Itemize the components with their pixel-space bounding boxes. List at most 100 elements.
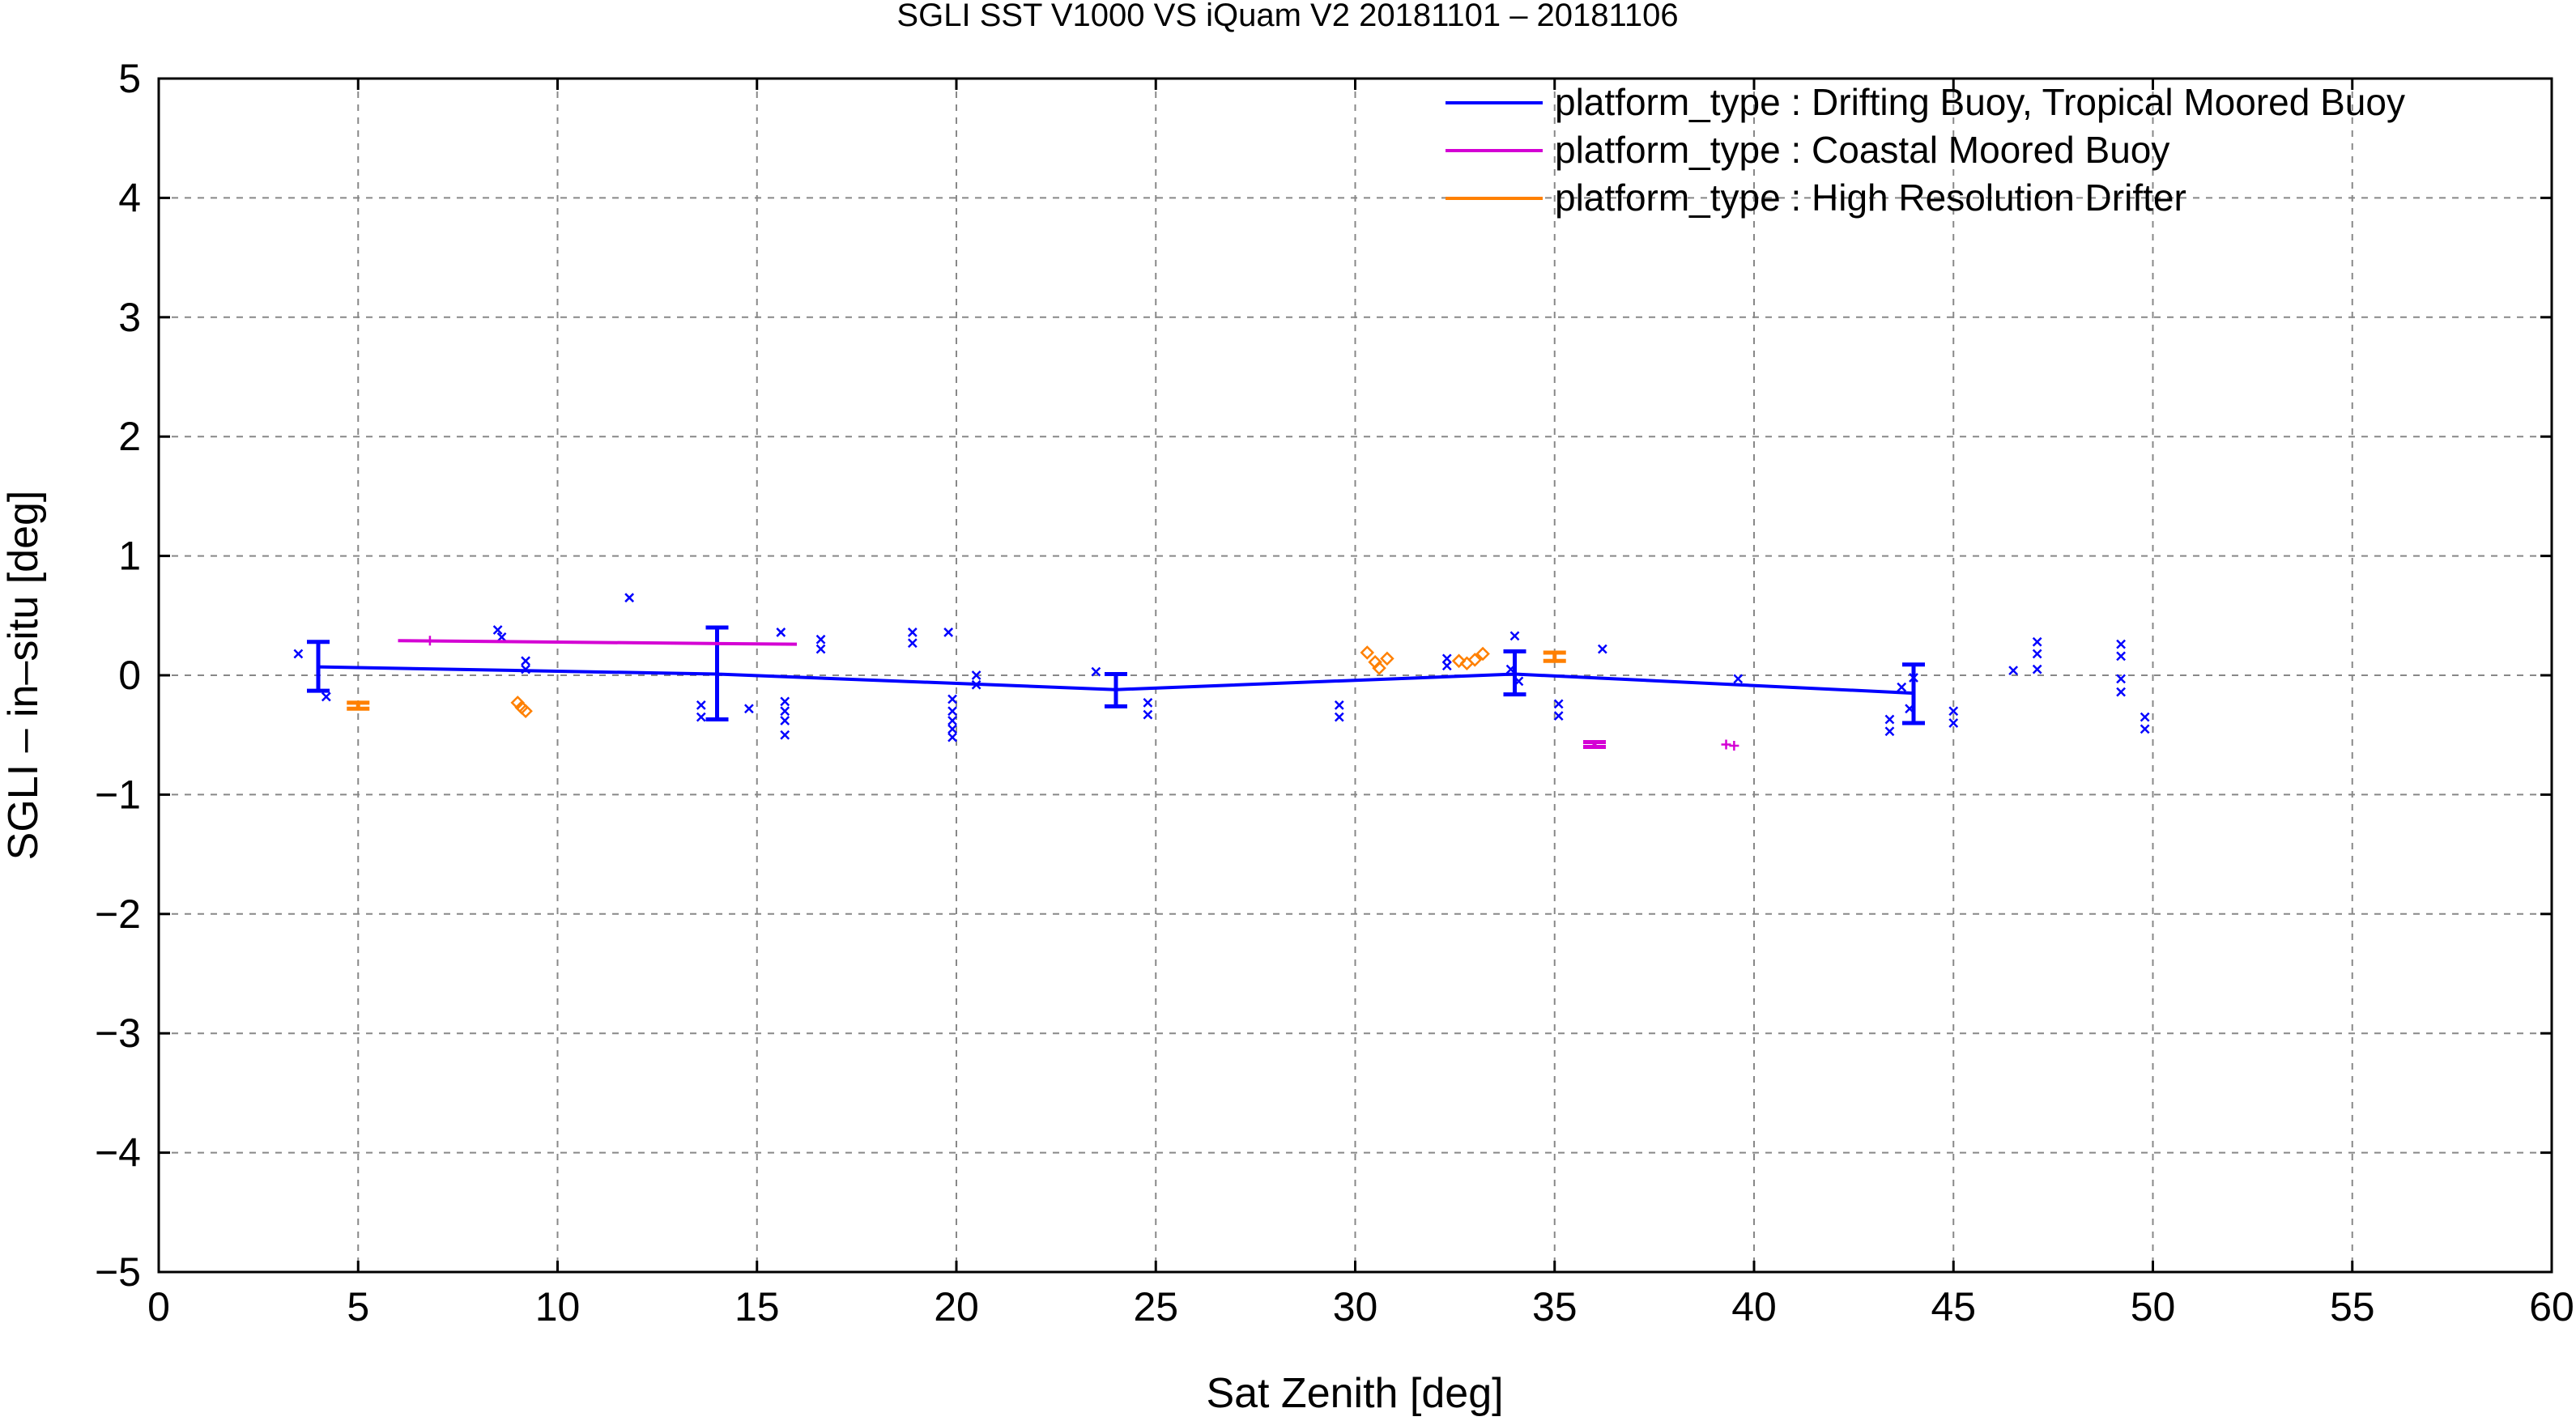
x-tick-label: 30 — [1333, 1284, 1378, 1330]
series-0-point — [1143, 709, 1153, 720]
series-0-point — [496, 632, 507, 642]
series-0-point — [815, 634, 826, 645]
series-1-error-bar — [1583, 740, 1606, 749]
series-0-point — [971, 679, 981, 690]
series-0-point — [1509, 631, 1520, 641]
x-tick-label: 0 — [147, 1284, 170, 1330]
series-0-point — [1143, 698, 1153, 708]
series-0-point — [780, 706, 790, 717]
series-0-point — [2032, 664, 2042, 674]
series-0-point — [1905, 704, 1914, 714]
y-tick-label: −4 — [95, 1130, 141, 1176]
series-0-point — [776, 628, 786, 637]
series-0-point — [2008, 666, 2019, 675]
tick-layer — [157, 77, 2553, 1274]
x-tick-label: 55 — [2330, 1284, 2375, 1330]
series-0-point — [1733, 674, 1744, 684]
series-0-point — [1441, 653, 1452, 664]
x-tick-label: 35 — [1532, 1284, 1578, 1330]
series-0-point — [780, 730, 790, 740]
series-0-point — [1884, 714, 1895, 725]
x-tick-label: 20 — [934, 1284, 979, 1330]
series-0-point — [947, 716, 957, 725]
series-0-point — [492, 625, 503, 635]
series-0-point — [947, 694, 957, 704]
series-0-point — [780, 716, 790, 725]
series-0-point — [624, 593, 635, 603]
legend-label-series-0: platform_type : Drifting Buoy, Tropical … — [1555, 81, 2405, 123]
legend-label-series-2: platform_type : High Resolution Drifter — [1555, 177, 2186, 219]
y-tick-label: −3 — [95, 1010, 141, 1056]
series-0-point — [2032, 636, 2042, 647]
y-tick-label: −1 — [95, 772, 141, 817]
series-0-point — [947, 732, 957, 742]
series-0-point — [2116, 639, 2126, 649]
series-0-point — [521, 664, 530, 674]
series-0-point — [1553, 699, 1564, 709]
x-tick-label: 60 — [2529, 1284, 2574, 1330]
series-0-point — [2116, 674, 2126, 684]
series-0-point — [2116, 687, 2126, 697]
series-0-point — [947, 724, 957, 734]
series-0-point — [1948, 706, 1959, 717]
series-0-point — [971, 670, 981, 680]
x-axis-label: Sat Zenith [deg] — [1206, 1370, 1503, 1417]
series-layer — [293, 593, 2150, 751]
series-0-point — [321, 691, 331, 702]
series-0-point — [1334, 712, 1344, 722]
y-tick-label: −5 — [95, 1249, 141, 1295]
series-0-point — [744, 704, 754, 714]
x-tick-label: 50 — [2131, 1284, 2176, 1330]
series-0-point — [1441, 661, 1452, 671]
series-2-point — [1475, 646, 1490, 662]
series-2-point — [518, 704, 533, 718]
series-0-point — [1553, 711, 1564, 721]
series-2-point — [1380, 651, 1394, 666]
legend: platform_type : Drifting Buoy, Tropical … — [1446, 81, 2405, 219]
y-tick-label: 5 — [118, 56, 141, 101]
series-0-point — [1909, 673, 1918, 683]
series-2-error-bar — [1543, 650, 1566, 663]
series-0-point — [907, 638, 918, 649]
series-2-point — [1451, 653, 1467, 669]
series-0-point — [1505, 664, 1516, 674]
series-2-point — [1467, 653, 1483, 667]
y-tick-label: 4 — [118, 175, 141, 220]
series-2-error-bar — [347, 700, 370, 711]
series-1-point — [1729, 740, 1739, 751]
series-0-error-bar — [1105, 672, 1127, 708]
y-axis-label: SGLI – in–situ [deg] — [0, 491, 47, 861]
x-tick-label: 15 — [734, 1284, 780, 1330]
series-0-point — [696, 700, 706, 710]
y-tick-label: 2 — [118, 414, 141, 459]
series-0-point — [1091, 666, 1101, 677]
series-0-point — [1897, 682, 1907, 692]
series-2-point — [1372, 661, 1386, 675]
chart-title: SGLI SST V1000 VS iQuam V2 20181101 – 20… — [896, 0, 1678, 33]
x-tick-label: 40 — [1731, 1284, 1777, 1330]
series-0-point — [1334, 700, 1344, 710]
x-tick-label: 10 — [535, 1284, 581, 1330]
y-tick-label: −2 — [95, 891, 141, 937]
x-tick-labels: 0 5 10 15 20 25 30 35 40 45 50 55 60 — [147, 1284, 2574, 1330]
series-0-point — [293, 649, 304, 659]
series-0-point — [2140, 724, 2150, 734]
legend-label-series-1: platform_type : Coastal Moored Buoy — [1555, 129, 2169, 171]
series-0-point — [1514, 676, 1524, 687]
x-tick-label: 45 — [1931, 1284, 1976, 1330]
series-0-point — [521, 656, 530, 666]
series-0-error-bar — [307, 640, 330, 693]
series-0-point — [696, 712, 706, 722]
series-0-point — [1948, 718, 1959, 728]
series-2 — [347, 645, 1566, 718]
series-0 — [293, 593, 2150, 742]
series-0-point — [2032, 649, 2042, 659]
y-tick-label: 1 — [118, 534, 141, 579]
series-0-error-bar — [1902, 662, 1925, 725]
series-0-point — [2116, 651, 2126, 662]
series-0-point — [947, 706, 957, 717]
x-tick-label: 5 — [347, 1284, 369, 1330]
y-tick-label: 0 — [118, 653, 141, 698]
